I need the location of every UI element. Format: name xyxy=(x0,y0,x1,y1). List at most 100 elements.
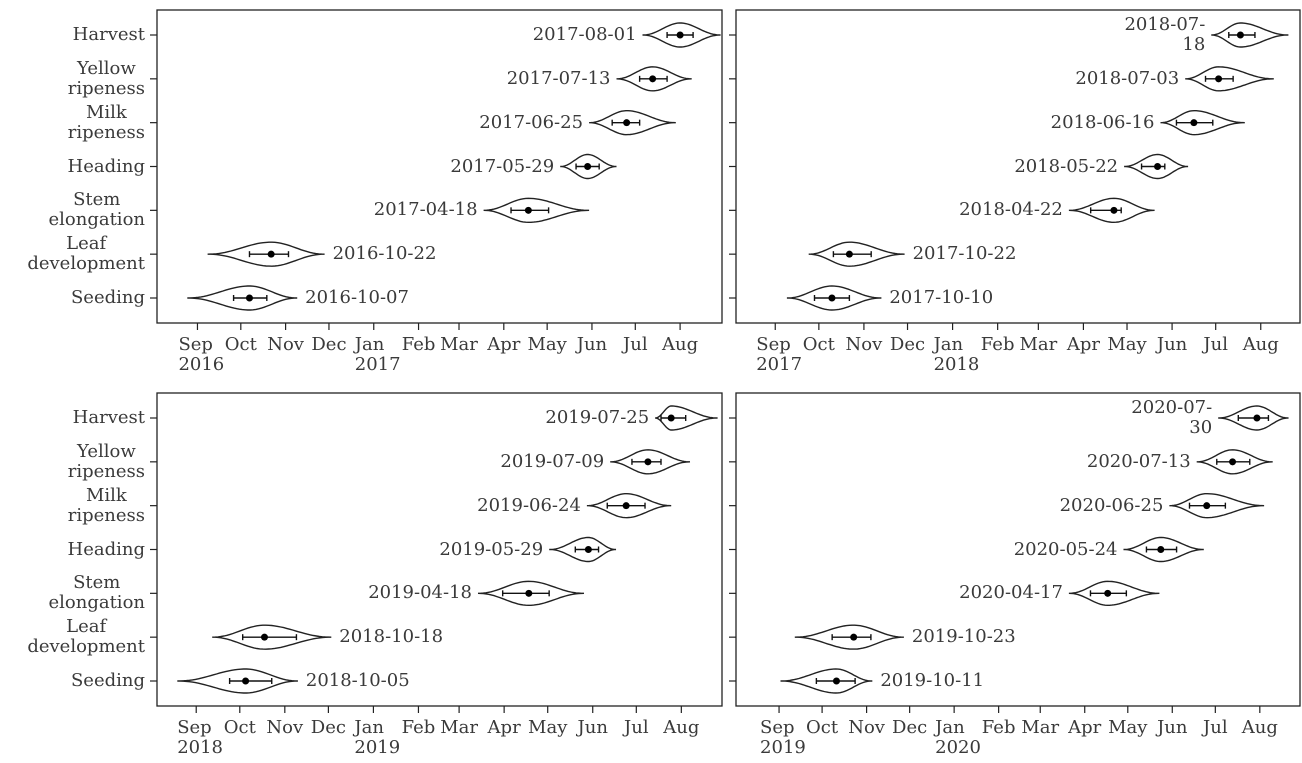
median-label: 2017-05-29 xyxy=(450,155,555,177)
y-tick-label: Yellow ripeness xyxy=(67,57,145,99)
median-dot xyxy=(267,250,275,258)
x-tick-label: Apr xyxy=(1066,334,1100,355)
x-tick-label: Oct xyxy=(223,717,256,738)
median-label: 2018-07-18 xyxy=(1124,14,1206,55)
x-tick-label: May xyxy=(528,717,568,738)
x-tick-label: Jan 2017 xyxy=(354,334,401,375)
median-label: 2020-06-25 xyxy=(1059,494,1164,516)
plot-frame xyxy=(156,9,723,324)
x-tick-label: Aug xyxy=(1241,717,1278,738)
median-dot xyxy=(1110,206,1118,214)
y-tick-label: Yellow ripeness xyxy=(67,440,145,482)
x-tick-label: Dec xyxy=(311,334,347,355)
x-tick-label: Jul xyxy=(1203,717,1228,738)
x-tick-label: Mar xyxy=(1021,717,1060,738)
median-label: 2016-10-07 xyxy=(305,287,409,308)
median-dot xyxy=(1190,119,1198,127)
median-dot xyxy=(525,589,533,597)
x-tick-label: Jul xyxy=(624,717,649,738)
median-dot xyxy=(1229,458,1237,466)
y-tick-label: Harvest xyxy=(72,407,145,428)
x-tick-label: Nov xyxy=(267,334,304,355)
x-tick-label: Sep 2019 xyxy=(760,717,806,758)
median-label: 2018-05-22 xyxy=(1014,155,1119,177)
x-tick-label: Dec xyxy=(892,717,928,738)
median-label: 2019-07-09 xyxy=(500,450,605,472)
y-tick-label: Seeding xyxy=(70,287,145,308)
median-dot xyxy=(644,458,652,466)
median-dot xyxy=(1104,589,1112,597)
median-label: 2017-07-13 xyxy=(506,67,611,89)
y-tick-label: Stem elongation xyxy=(48,189,145,231)
x-tick-label: Jan 2018 xyxy=(933,334,980,375)
x-tick-label: Aug xyxy=(663,717,700,738)
x-tick-label: Jan 2020 xyxy=(935,717,981,758)
median-dot xyxy=(524,206,532,214)
x-tick-label: Sep 2016 xyxy=(178,334,225,375)
y-tick-label: Milk ripeness xyxy=(67,101,145,143)
y-tick-label: Seeding xyxy=(70,670,145,691)
median-label: 2017-08-01 xyxy=(532,24,637,45)
x-tick-label: Mar xyxy=(440,717,478,738)
violin xyxy=(655,405,718,431)
x-tick-label: Apr xyxy=(1068,717,1102,738)
median-label: 2019-05-29 xyxy=(439,538,544,560)
x-tick-label: Feb xyxy=(981,717,1016,738)
median-label: 2017-04-18 xyxy=(373,199,478,221)
x-tick-label: Dec xyxy=(889,334,926,355)
median-label: 2018-07-03 xyxy=(1075,67,1180,89)
x-tick-label: Sep 2018 xyxy=(177,717,224,758)
median-dot xyxy=(676,31,684,39)
x-tick-label: Feb xyxy=(401,334,436,355)
median-dot xyxy=(1236,31,1244,39)
x-tick-label: Jun xyxy=(576,334,608,355)
median-dot xyxy=(828,294,836,302)
median-dot xyxy=(1203,502,1211,510)
median-label: 2020-07-30 xyxy=(1131,397,1213,438)
x-tick-label: Aug xyxy=(662,334,699,355)
median-dot xyxy=(649,75,657,83)
median-dot xyxy=(667,414,675,422)
x-tick-label: Mar xyxy=(1019,334,1058,355)
median-label: 2020-04-17 xyxy=(959,582,1063,604)
median-label: 2020-07-13 xyxy=(1086,450,1191,472)
x-tick-label: Jun xyxy=(1156,334,1188,355)
x-tick-label: Jul xyxy=(1203,334,1228,355)
median-label: 2018-04-22 xyxy=(959,199,1063,221)
x-tick-label: Feb xyxy=(980,334,1015,355)
median-label: 2019-10-11 xyxy=(880,670,985,691)
x-tick-label: Oct xyxy=(802,334,835,355)
median-label: 2018-06-16 xyxy=(1050,111,1155,133)
y-tick-label: Heading xyxy=(67,538,145,560)
x-tick-label: Jan 2019 xyxy=(354,717,401,758)
median-dot xyxy=(623,119,631,127)
x-tick-label: Apr xyxy=(487,334,521,355)
y-tick-label: Milk ripeness xyxy=(67,484,145,526)
y-tick-label: Leaf development xyxy=(27,616,145,658)
median-label: 2019-10-23 xyxy=(911,626,1016,648)
x-tick-label: May xyxy=(1107,334,1147,355)
y-tick-label: Stem elongation xyxy=(48,572,145,614)
x-tick-label: Jun xyxy=(577,717,608,738)
y-tick-label: Harvest xyxy=(72,24,145,45)
median-label: 2017-06-25 xyxy=(479,111,584,133)
x-tick-label: Sep 2017 xyxy=(756,334,803,375)
median-label: 2017-10-10 xyxy=(889,287,994,308)
median-label: 2019-07-25 xyxy=(545,407,650,428)
median-label: 2020-05-24 xyxy=(1013,538,1118,560)
median-dot xyxy=(1157,546,1165,553)
x-tick-label: May xyxy=(527,334,567,355)
median-dot xyxy=(850,633,858,641)
median-label: 2018-10-05 xyxy=(305,670,410,691)
median-dot xyxy=(1253,414,1261,422)
median-dot xyxy=(584,163,592,170)
x-tick-label: Nov xyxy=(266,717,304,738)
median-dot xyxy=(245,294,253,302)
x-tick-label: Apr xyxy=(487,717,521,738)
median-label: 2016-10-22 xyxy=(332,243,437,265)
x-tick-label: Feb xyxy=(401,717,436,738)
median-label: 2019-06-24 xyxy=(477,494,581,516)
x-tick-label: Aug xyxy=(1242,334,1279,355)
